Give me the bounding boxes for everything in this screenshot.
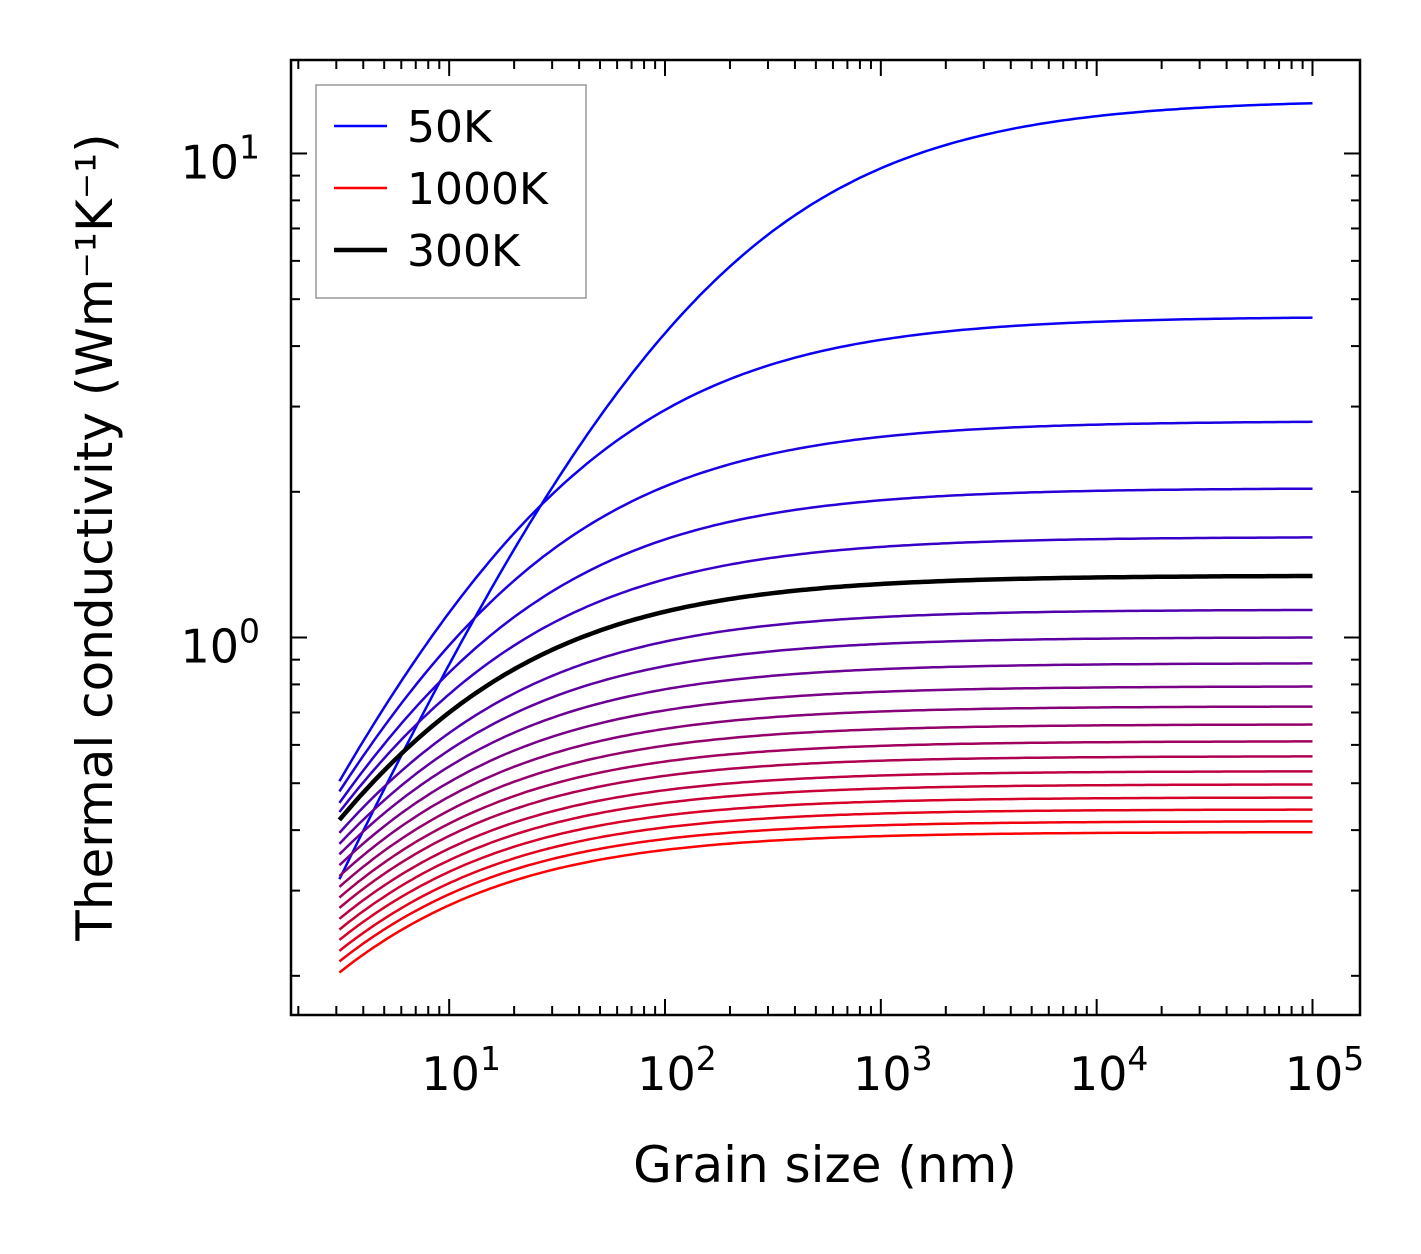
x-tick-label: 105 (1285, 1039, 1365, 1101)
series-line-700K (338, 755, 1313, 909)
series-line-350K (338, 608, 1313, 834)
x-axis-label: Grain size (nm) (633, 1136, 1017, 1194)
series-line-450K (338, 662, 1313, 856)
series-line-400K (338, 636, 1313, 845)
y-tick-label: 100 (180, 612, 260, 674)
series-line-750K (338, 770, 1313, 920)
legend-box (315, 84, 587, 299)
legend-label-1000K: 1000K (407, 164, 549, 215)
legend: 50K 1000K 300K (315, 84, 587, 299)
legend-label-300K: 300K (407, 226, 521, 277)
series-line-550K (338, 705, 1313, 878)
series-line-600K (338, 723, 1313, 888)
tick-labels: 101 102 103 104 105 100 101 (180, 127, 1364, 1101)
y-tick-label: 101 (180, 127, 260, 189)
series-line-500K (338, 685, 1313, 867)
ticks (291, 60, 1360, 1015)
series-line-900K (338, 808, 1313, 952)
series-line-650K (338, 740, 1313, 899)
series-line-200K (338, 487, 1313, 804)
x-tick-label: 101 (421, 1039, 501, 1101)
series-line-850K (338, 796, 1313, 941)
series-line-50K (338, 101, 1313, 880)
highlight-line-300K (337, 573, 1313, 822)
plot-frame (289, 58, 1362, 1017)
series-line-250K (338, 536, 1313, 813)
series-line-100K (338, 316, 1313, 782)
x-tick-label: 103 (853, 1039, 933, 1101)
y-axis-label: Thermal conductivity (Wm⁻¹K⁻¹) (66, 133, 124, 941)
x-tick-label: 102 (637, 1039, 717, 1101)
series-line-800K (338, 783, 1313, 931)
curves (337, 101, 1313, 974)
x-tick-label: 104 (1069, 1039, 1149, 1101)
series-line-300K (338, 574, 1313, 821)
series-line-1000K (338, 830, 1313, 974)
series-line-950K (338, 820, 1313, 963)
legend-label-50K: 50K (407, 102, 493, 153)
series-line-150K (338, 420, 1313, 793)
